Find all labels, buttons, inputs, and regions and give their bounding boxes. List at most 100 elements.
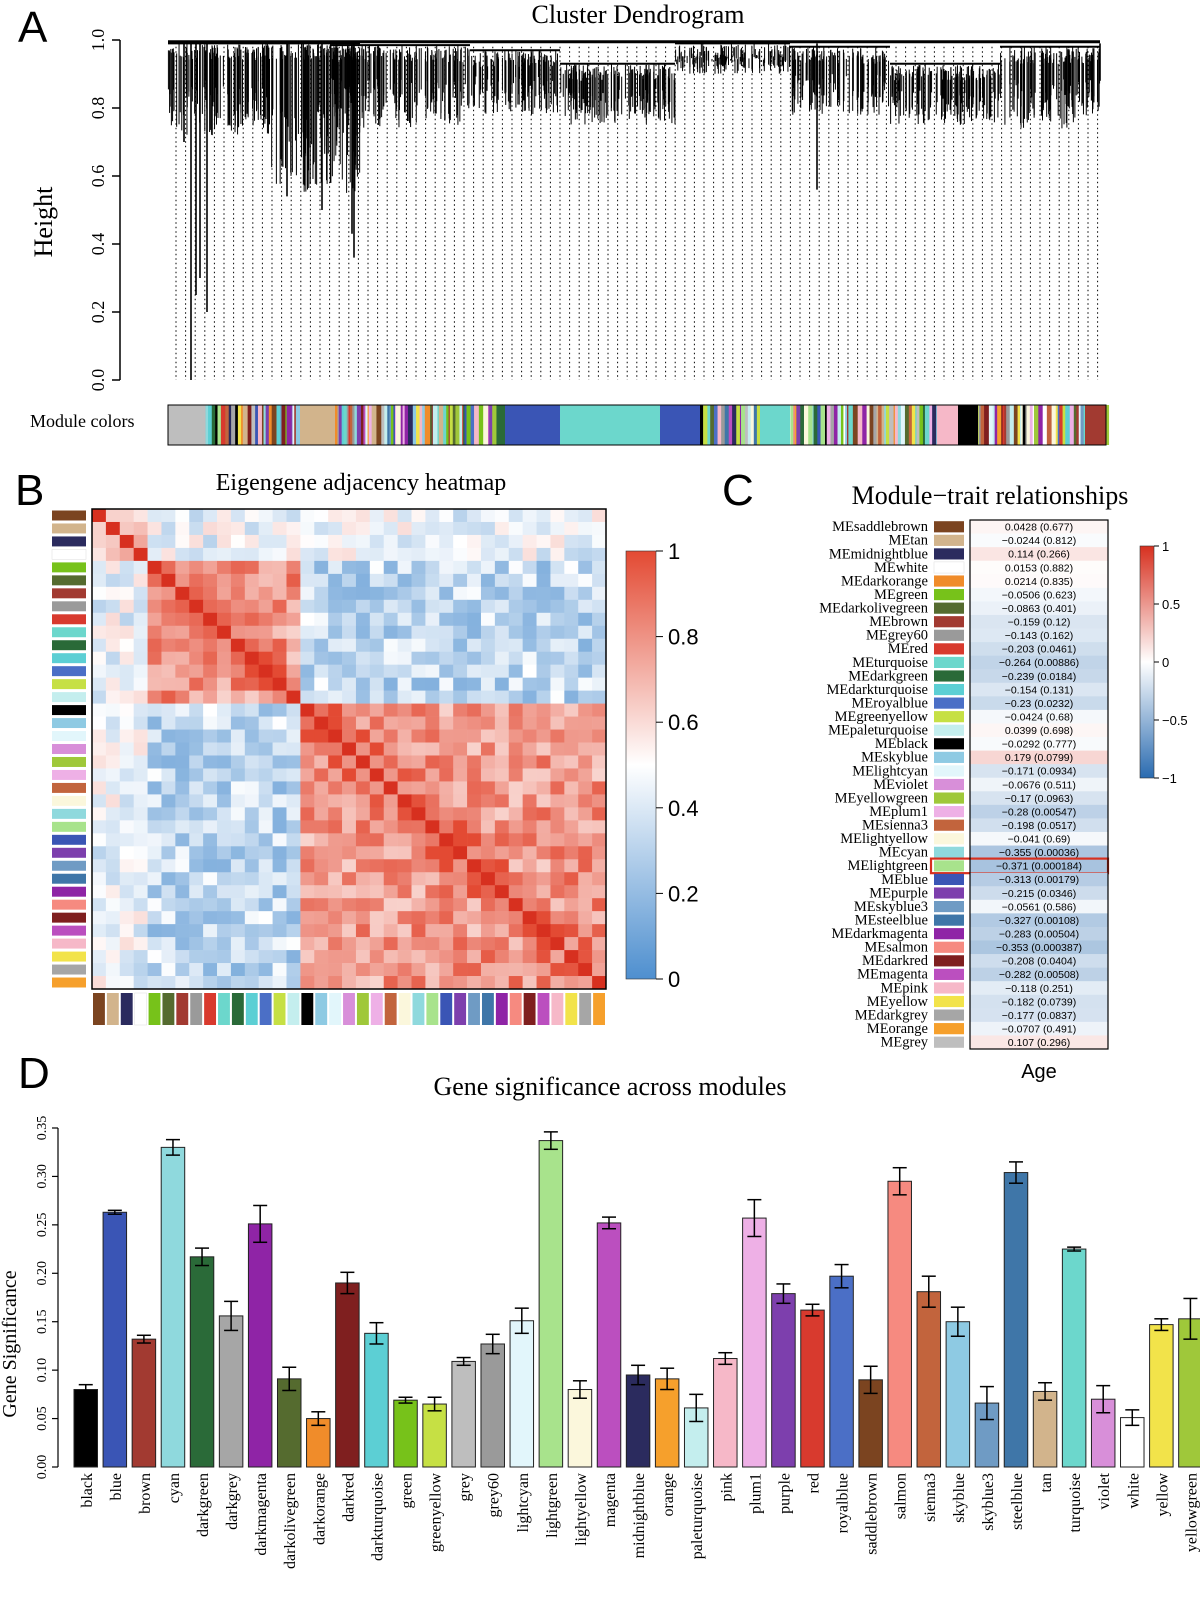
bar-label-grey60: grey60 [486, 1473, 503, 1517]
heatmap-row-color-skyblue3 [52, 860, 86, 871]
heatmap-cell [92, 911, 107, 925]
heatmap-cell [411, 716, 426, 730]
heatmap-cell [105, 703, 121, 717]
trait-cell-tan [970, 533, 1108, 548]
trait-cell-darkorange [970, 574, 1108, 589]
heatmap-cell [286, 716, 301, 730]
trait-module-name: MEpaleturquoise [828, 723, 928, 739]
heatmap-row-color-magenta [52, 925, 86, 936]
heatmap-cell [92, 625, 107, 640]
heatmap-cell [189, 872, 204, 886]
heatmap-cell [244, 677, 260, 691]
heatmap-cell [189, 859, 204, 873]
heatmap-cell [411, 586, 426, 601]
heatmap-cell [258, 599, 273, 614]
heatmap-cell [217, 950, 232, 964]
heatmap-cell [522, 521, 537, 536]
heatmap-cell [508, 509, 523, 523]
module-color-strip [376, 405, 382, 445]
heatmap-cell [508, 859, 523, 873]
heatmap-cell [411, 755, 426, 769]
heatmap-cell [564, 742, 579, 756]
trait-module-swatch-green [934, 589, 964, 601]
heatmap-cell [425, 651, 440, 665]
module-color-strip [470, 405, 475, 445]
panel-label-d: D [18, 1049, 50, 1098]
heatmap-cell [133, 521, 148, 536]
bar-lightgreen [538, 1140, 564, 1468]
module-color-strip [416, 405, 420, 445]
heatmap-cell [355, 859, 371, 873]
heatmap-cell [480, 794, 496, 808]
heatmap-cell [397, 703, 412, 717]
trait-cell-saddlebrown [970, 520, 1108, 534]
heatmap-cell [397, 976, 412, 990]
heatmap-cell [175, 560, 190, 575]
heatmap-cell [397, 781, 412, 795]
heatmap-cell [342, 807, 357, 821]
heatmap-cell [119, 859, 134, 873]
trait-module-swatch-sienna3 [934, 819, 964, 831]
module-color-strip [848, 405, 854, 445]
trait-module-swatch-skyblue [934, 751, 964, 763]
heatmap-cell [383, 716, 398, 730]
heatmap-cell [244, 768, 260, 782]
heatmap-row-color-sienna3 [52, 782, 86, 793]
bar-greenyellow [422, 1403, 447, 1468]
trait-module-name: MEsaddlebrown [832, 519, 929, 535]
heatmap-cell [355, 677, 371, 691]
trait-module-name: MEbrown [869, 614, 929, 630]
heatmap-cell [230, 547, 246, 562]
module-color-strip [790, 405, 794, 445]
heatmap-cell [355, 547, 371, 562]
heatmap-cell [230, 794, 246, 808]
heatmap-cell [369, 924, 385, 938]
heatmap-row-color-darkmagenta [52, 886, 86, 897]
heatmap-cell [161, 859, 176, 873]
heatmap-col-color-magenta [537, 993, 550, 1025]
heatmap-cell [425, 612, 440, 627]
heatmap-cell [175, 820, 190, 834]
heatmap-cell [369, 755, 385, 769]
heatmap-cell [272, 976, 287, 990]
heatmap-cell [467, 703, 482, 717]
bar-label-darkgrey: darkgrey [224, 1473, 241, 1530]
heatmap-cell [342, 651, 357, 665]
trait-module-name: MEblue [881, 872, 928, 888]
heatmap-cell [411, 651, 426, 665]
heatmap-cell [203, 911, 218, 925]
heatmap-cell [300, 976, 315, 990]
heatmap-cell [439, 586, 454, 601]
trait-module-swatch-darkmagenta [934, 928, 964, 940]
heatmap-cell [355, 573, 371, 588]
module-color-strip [263, 405, 267, 445]
heatmap-cell [314, 612, 329, 627]
module-color-strip [1042, 405, 1048, 445]
module-color-strip [452, 405, 456, 445]
heatmap-cell [564, 846, 579, 860]
heatmap-cell [522, 807, 537, 821]
bar-label-turquoise: turquoise [1067, 1473, 1084, 1533]
bar-label-darkmagenta: darkmagenta [253, 1473, 270, 1556]
heatmap-cell [397, 885, 412, 899]
heatmap-cell [453, 534, 468, 549]
module-color-strip [707, 405, 711, 445]
heatmap-col-color-brown [176, 993, 189, 1025]
heatmap-cell [522, 716, 537, 730]
heatmap-cell [300, 833, 315, 847]
heatmap-cell [439, 703, 454, 717]
module-color-strip [432, 405, 438, 445]
heatmap-cell [439, 509, 454, 523]
trait-cell-darkmagenta [970, 926, 1108, 941]
heatmap-cell [105, 963, 121, 977]
trait-module-swatch-turquoise [934, 656, 964, 669]
bar-label-sienna3: sienna3 [922, 1473, 939, 1522]
bar-label-black: black [79, 1473, 96, 1508]
trait-cell-pink [970, 981, 1108, 996]
heatmap-cell [411, 768, 426, 782]
heatmap-cell [508, 534, 523, 549]
heatmap-cell [92, 820, 107, 834]
heatmap-cell [328, 703, 343, 717]
heatmap-cell [425, 859, 440, 873]
heatmap-cell [425, 885, 440, 899]
